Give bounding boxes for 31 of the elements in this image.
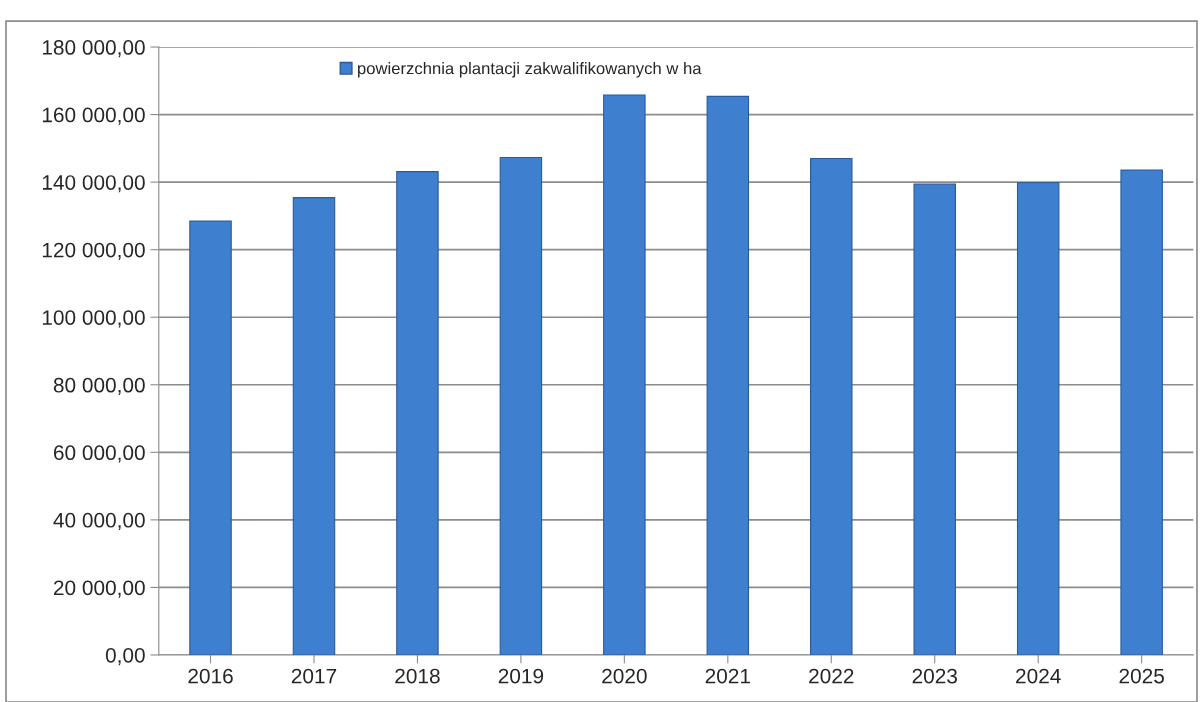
y-tick-label: 120 000,00: [42, 242, 145, 260]
bar: [499, 156, 543, 655]
bar: [913, 183, 956, 655]
y-tick-label: 60 000,00: [53, 445, 145, 463]
x-tick-label: 2022: [809, 668, 854, 684]
legend-label: powierzchnia plantacji zakwalifikowanych w ha: [358, 62, 702, 78]
y-tick-label: 100 000,00: [42, 310, 145, 328]
x-tick-label: 2016: [188, 668, 233, 684]
y-tick-label: 40 000,00: [53, 512, 145, 531]
x-tick-label: 2017: [291, 668, 337, 684]
bar: [1016, 182, 1060, 655]
y-tick-label: 80 000,00: [53, 377, 145, 395]
bar: [810, 157, 853, 655]
x-tick-label: 2021: [705, 668, 750, 684]
bar: [189, 220, 232, 655]
x-tick-label: 2023: [912, 668, 957, 684]
bar: [396, 171, 439, 655]
bar: [1120, 169, 1163, 655]
bar: [603, 94, 646, 655]
x-tick-label: 2018: [395, 668, 440, 684]
y-tick-label: 20 000,00: [53, 580, 145, 598]
y-tick-label: 180 000,00: [42, 40, 145, 58]
bar: [292, 197, 336, 655]
y-tick-label: 0,00: [105, 647, 145, 666]
x-tick-label: 2020: [602, 668, 647, 684]
x-tick-label: 2024: [1016, 668, 1061, 684]
x-tick-label: 2025: [1119, 668, 1164, 684]
y-tick-label: 160 000,00: [42, 107, 145, 125]
bar: [706, 95, 750, 655]
y-tick-label: 140 000,00: [42, 175, 145, 193]
x-tick-label: 2019: [498, 668, 544, 684]
